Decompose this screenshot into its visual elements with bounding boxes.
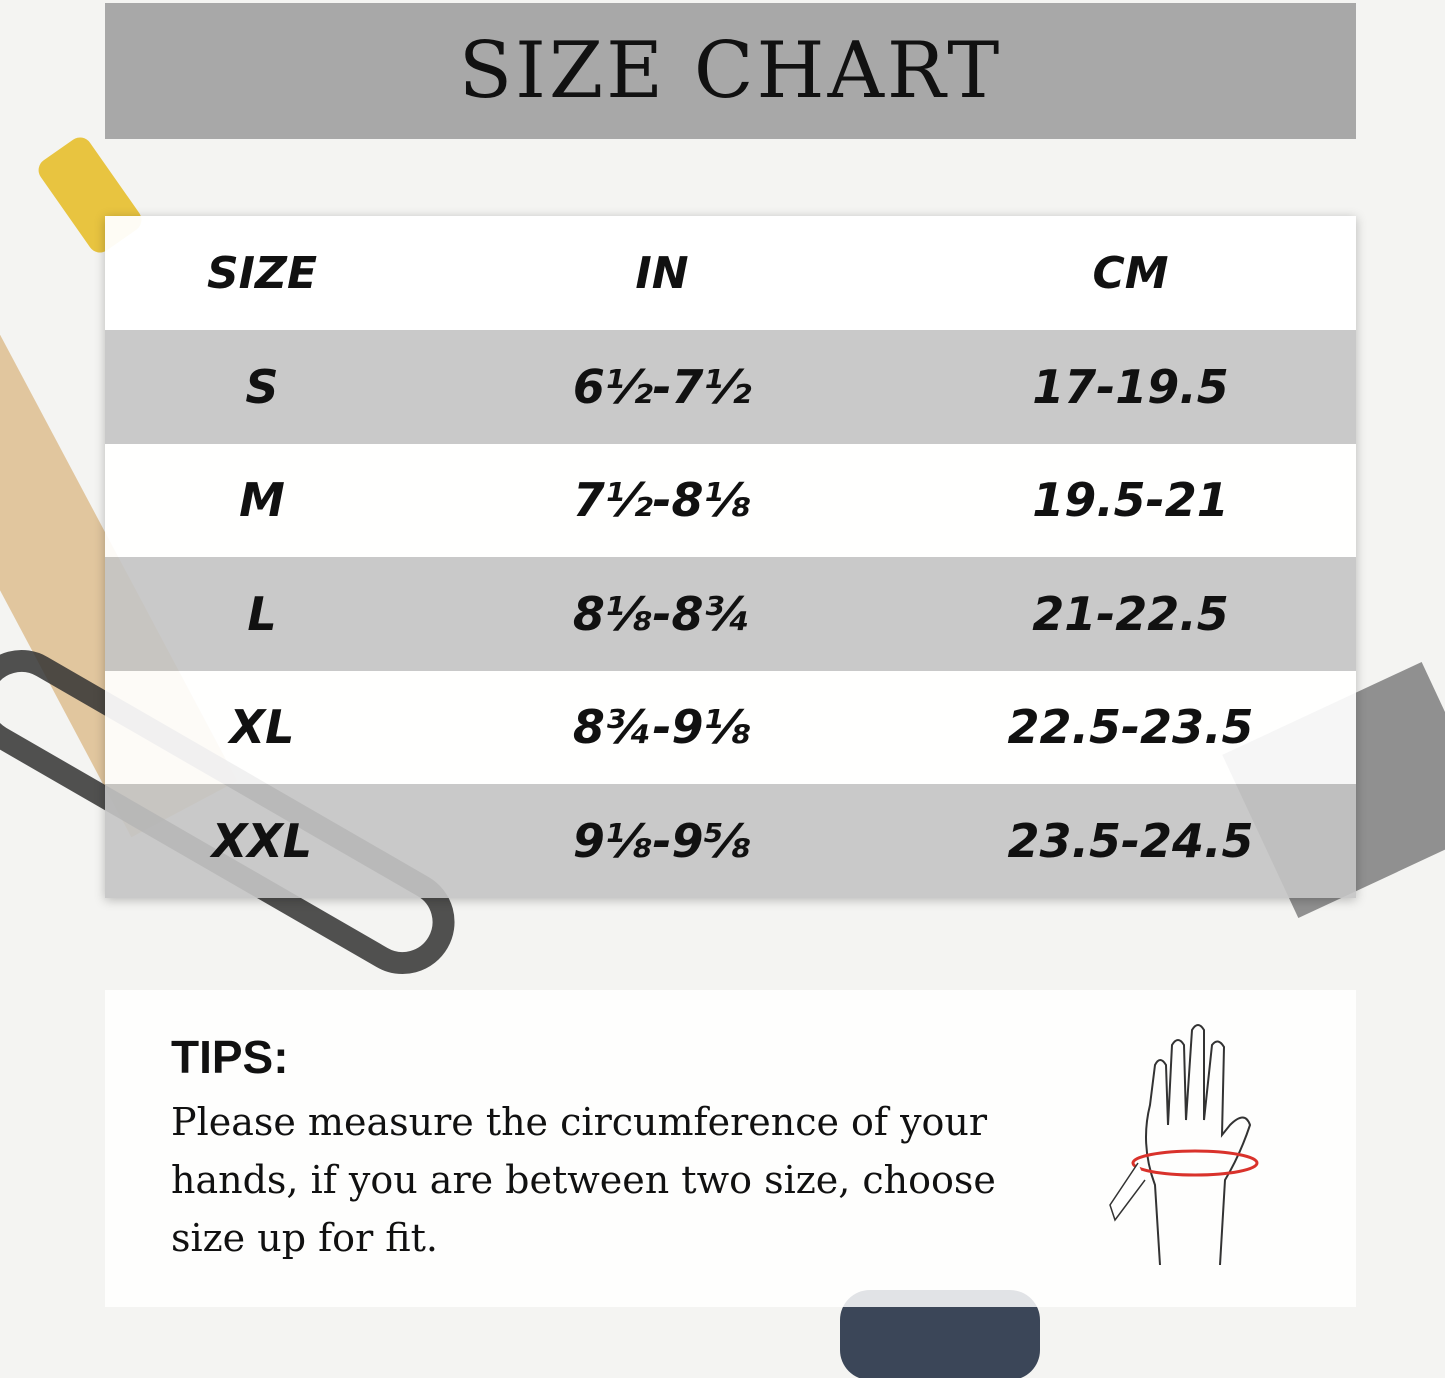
inch-cell: 8⅛-8¾ bbox=[572, 586, 752, 641]
tips-heading: TIPS: bbox=[171, 1031, 289, 1083]
table-row: M 7½-8⅛ 19.5-21 bbox=[105, 443, 1356, 557]
title-banner: SIZE CHART bbox=[105, 3, 1356, 139]
column-header-in: IN bbox=[635, 247, 689, 299]
inch-cell: 8¾-9⅛ bbox=[572, 700, 752, 755]
cm-cell: 22.5-23.5 bbox=[1007, 700, 1254, 755]
size-table: SIZE IN CM S 6½-7½ 17-19.5 M 7½-8⅛ 19.5-… bbox=[105, 216, 1356, 898]
table-row: L 8⅛-8¾ 21-22.5 bbox=[105, 557, 1356, 671]
page-title: SIZE CHART bbox=[458, 26, 1003, 116]
table-header-row: SIZE IN CM bbox=[105, 216, 1356, 330]
inch-cell: 7½-8⅛ bbox=[572, 473, 752, 528]
tips-text: Please measure the circumference of your… bbox=[171, 1100, 996, 1260]
inch-cell: 9⅛-9⅝ bbox=[572, 813, 752, 868]
column-header-cm: CM bbox=[1092, 247, 1169, 299]
cm-cell: 17-19.5 bbox=[1032, 359, 1229, 414]
inch-cell: 6½-7½ bbox=[572, 359, 752, 414]
cm-cell: 21-22.5 bbox=[1032, 586, 1229, 641]
table-row: XL 8¾-9⅛ 22.5-23.5 bbox=[105, 670, 1356, 784]
size-cell: XL bbox=[229, 700, 295, 755]
size-cell: S bbox=[245, 359, 279, 414]
size-cell: L bbox=[247, 586, 277, 641]
size-cell: XXL bbox=[211, 813, 313, 868]
hand-measure-icon bbox=[1109, 1024, 1259, 1265]
size-cell: M bbox=[239, 473, 285, 528]
column-header-size: SIZE bbox=[206, 247, 318, 299]
table-row: S 6½-7½ 17-19.5 bbox=[105, 330, 1356, 444]
cm-cell: 19.5-21 bbox=[1032, 473, 1229, 528]
tips-panel: TIPS: Please measure the circumference o… bbox=[105, 990, 1356, 1307]
table-row: XXL 9⅛-9⅝ 23.5-24.5 bbox=[105, 784, 1356, 898]
cm-cell: 23.5-24.5 bbox=[1007, 813, 1254, 868]
